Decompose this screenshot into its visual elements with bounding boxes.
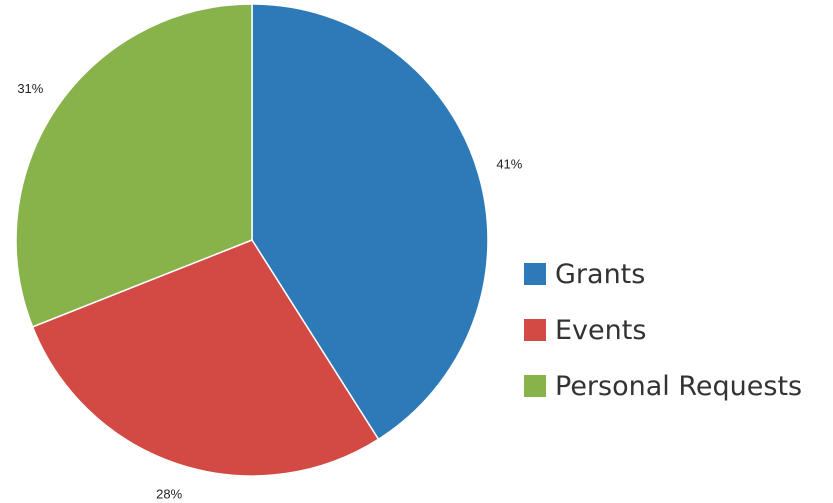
legend-item-events: Events xyxy=(524,311,802,349)
legend-swatch-events xyxy=(524,319,546,341)
pie-slice-grants xyxy=(251,3,489,441)
pie-label-events: 28% xyxy=(156,486,182,501)
legend-swatch-grants xyxy=(524,263,546,285)
pie-label-personal-requests: 31% xyxy=(17,81,43,96)
legend-swatch-personal-requests xyxy=(524,375,546,397)
pie-slice-events xyxy=(31,239,380,477)
legend-item-grants: Grants xyxy=(524,255,802,293)
legend-label-grants: Grants xyxy=(555,258,646,290)
pie-value-labels: 41% 28% 31% xyxy=(17,81,522,502)
legend-label-events: Events xyxy=(555,314,647,346)
legend-item-personal-requests: Personal Requests xyxy=(524,367,802,405)
pie-slices xyxy=(15,3,489,477)
pie-label-grants: 41% xyxy=(496,157,522,172)
legend: Grants Events Personal Requests xyxy=(524,255,802,405)
pie-slice-personal-requests xyxy=(15,3,253,328)
legend-label-personal-requests: Personal Requests xyxy=(555,370,803,402)
